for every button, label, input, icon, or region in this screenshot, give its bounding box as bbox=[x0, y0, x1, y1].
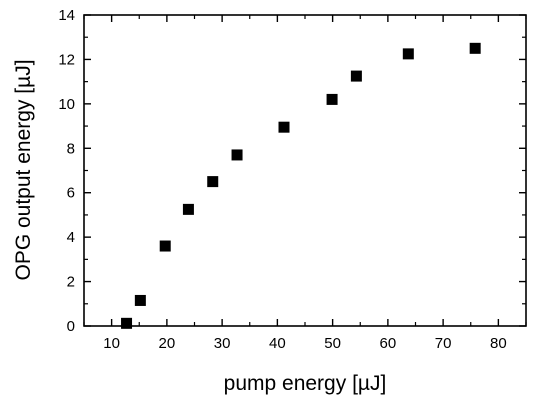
y-tick-label: 10 bbox=[58, 96, 75, 113]
data-point bbox=[231, 149, 243, 161]
x-tick-label: 70 bbox=[435, 335, 452, 352]
data-point bbox=[159, 240, 171, 252]
x-axis-title: pump energy [µJ] bbox=[224, 372, 387, 395]
x-tick-label: 60 bbox=[380, 335, 397, 352]
data-point bbox=[121, 317, 133, 329]
data-point bbox=[278, 121, 290, 133]
x-tick-label: 40 bbox=[269, 335, 286, 352]
y-tick-label: 8 bbox=[67, 140, 75, 157]
x-tick-label: 50 bbox=[324, 335, 341, 352]
y-tick-label: 6 bbox=[67, 185, 75, 202]
y-tick-label: 2 bbox=[67, 274, 75, 291]
y-tick-label: 12 bbox=[58, 51, 75, 68]
data-point bbox=[469, 42, 481, 54]
data-point bbox=[326, 93, 338, 105]
data-point bbox=[350, 70, 362, 82]
x-tick-label: 30 bbox=[214, 335, 231, 352]
plot-border bbox=[83, 14, 527, 327]
data-point bbox=[207, 176, 219, 188]
y-axis-title: OPG output energy [µJ] bbox=[12, 59, 35, 280]
x-tick-label: 10 bbox=[103, 335, 120, 352]
y-tick-label: 4 bbox=[67, 229, 75, 246]
y-axis: 0 2 4 6 8 10 12 14 bbox=[58, 7, 526, 335]
x-tick-label: 20 bbox=[159, 335, 176, 352]
data-point bbox=[182, 203, 194, 215]
y-tick-label: 14 bbox=[58, 7, 75, 24]
data-series bbox=[121, 42, 481, 329]
y-tick-label: 0 bbox=[67, 318, 75, 335]
data-point bbox=[134, 294, 146, 306]
x-tick-label: 80 bbox=[490, 335, 507, 352]
data-point bbox=[402, 48, 414, 60]
plot-area bbox=[83, 14, 527, 327]
x-axis: 10 20 30 40 50 60 70 80 bbox=[83, 15, 527, 352]
